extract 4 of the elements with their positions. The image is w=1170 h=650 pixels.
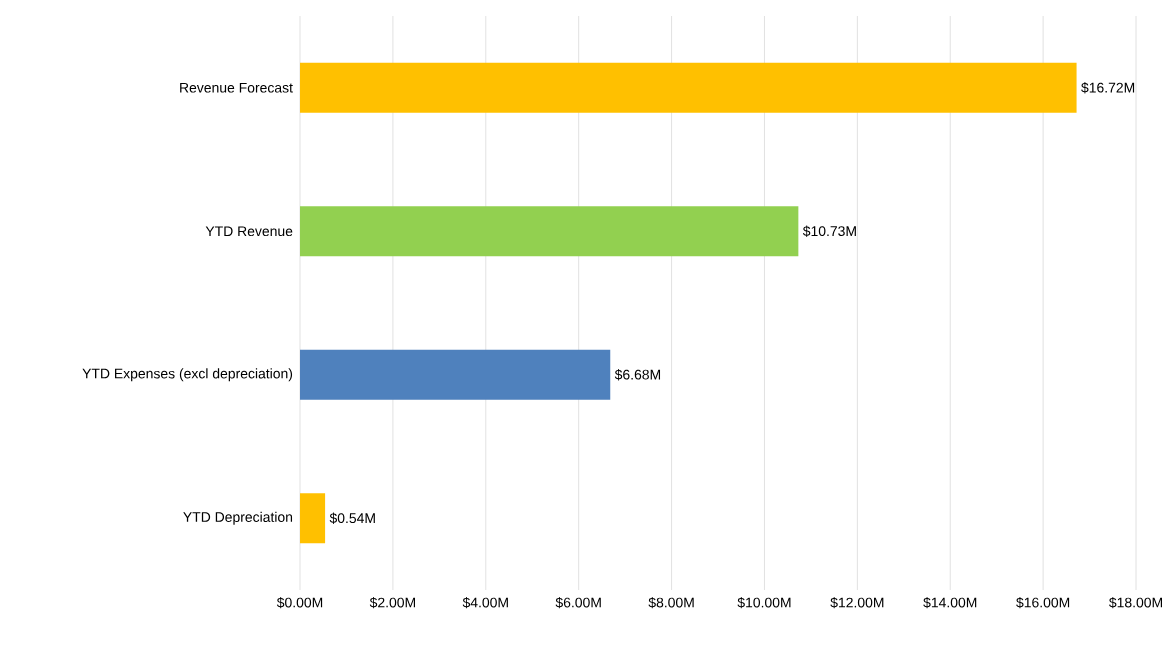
bar	[300, 493, 326, 544]
bar	[300, 206, 799, 257]
bar	[300, 349, 611, 400]
bar	[300, 62, 1077, 113]
